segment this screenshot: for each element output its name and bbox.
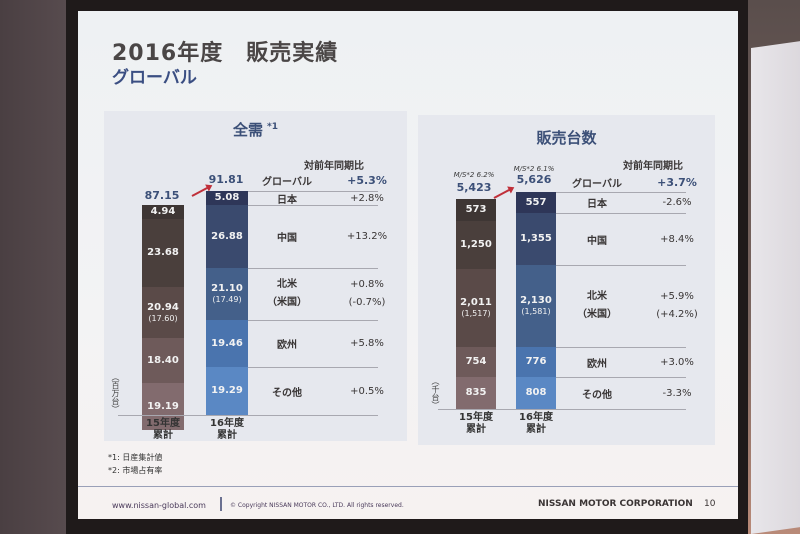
yoy-column-header: 対前年同期比 xyxy=(623,161,683,172)
row-divider xyxy=(556,347,686,348)
region-row-other: その他 +0.5% xyxy=(272,385,384,399)
unit-label: （百万台） xyxy=(111,373,120,413)
footer-url-link: www.nissan-global.com xyxy=(112,501,206,510)
bar-segment-other: 19.19 xyxy=(142,383,184,430)
region-row-europe: 欧州 +3.0% xyxy=(587,356,694,370)
footnote-2: *2: 市場占有率 xyxy=(108,466,163,475)
fy15-market-share: M/S*2 6.2% xyxy=(453,171,495,179)
slide-subtitle: グローバル xyxy=(112,68,197,88)
fy16-axis-label: 16年度 累計 xyxy=(519,412,553,435)
bar-segment-europe: 754 xyxy=(456,347,496,377)
bar-segment-china: 23.68 xyxy=(142,219,184,287)
fy15-total: 87.15 xyxy=(144,189,180,202)
region-row-china: 中国 +8.4% xyxy=(587,233,694,247)
fy15-stacked-bar: 4.94 23.68 20.94 (17.60) 18.40 19.19 xyxy=(142,205,184,430)
bar-segment-north-america: 20.94 (17.60) xyxy=(142,287,184,338)
row-divider xyxy=(248,205,378,206)
footer-corporation: NISSAN MOTOR CORPORATION xyxy=(538,499,693,509)
fy15-stacked-bar: 573 1,250 2,011 (1,517) 754 835 xyxy=(456,199,496,409)
region-row-japan: 日本 +2.8% xyxy=(277,192,384,206)
footer-divider xyxy=(78,486,738,487)
bar-segment-china: 1,250 xyxy=(456,221,496,269)
row-divider xyxy=(556,213,686,214)
row-divider xyxy=(556,192,686,193)
slide-title: 2016年度 販売実績 xyxy=(112,41,339,66)
fy16-stacked-bar: 557 1,355 2,130 (1,581) 776 808 xyxy=(516,192,556,409)
fy16-market-share: M/S*2 6.1% xyxy=(513,165,555,173)
fy16-total: 91.81 xyxy=(208,173,244,186)
region-row-china: 中国 +13.2% xyxy=(277,231,388,244)
row-divider xyxy=(556,377,686,378)
fy16-stacked-bar: 5.08 26.88 21.10 (17.49) 19.46 19.29 xyxy=(206,191,248,415)
bar-segment-japan: 573 xyxy=(456,199,496,221)
bar-segment-japan: 5.08 xyxy=(206,191,248,205)
bar-segment-china: 1,355 xyxy=(516,213,556,265)
presentation-slide: 2016年度 販売実績 グローバル 全需 *1 対前年同期比 87.15 91.8… xyxy=(78,11,738,519)
bar-segment-japan: 557 xyxy=(516,192,556,213)
row-divider xyxy=(556,265,686,266)
region-row-europe: 欧州 +5.8% xyxy=(277,338,384,351)
footer-separator xyxy=(220,497,222,511)
region-row-north-america: 北米 （米国） +0.8% (-0.7%) xyxy=(267,279,386,308)
fy16-axis-label: 16年度 累計 xyxy=(210,418,244,441)
bar-segment-europe: 19.46 xyxy=(206,320,248,367)
bar-segment-north-america: 2,011 (1,517) xyxy=(456,269,496,347)
row-divider xyxy=(248,320,378,321)
fy16-total: 5,626 xyxy=(516,173,552,186)
global-row: グローバル +3.7% xyxy=(572,175,697,190)
baseline xyxy=(118,415,378,416)
panel-title: 販売台数 xyxy=(536,129,597,147)
baseline xyxy=(438,409,686,410)
region-row-other: その他 -3.3% xyxy=(582,387,692,401)
sales-volume-panel: 販売台数 対前年同期比 M/S*2 6.2% M/S*2 6.1% 5,423 … xyxy=(418,115,715,445)
bar-segment-china: 26.88 xyxy=(206,205,248,268)
fy15-total: 5,423 xyxy=(456,181,492,194)
fy15-axis-label: 15年度 累計 xyxy=(146,418,180,441)
total-demand-panel: 全需 *1 対前年同期比 87.15 91.81 グローバル +5.3% 4.94… xyxy=(104,111,407,441)
row-divider xyxy=(248,367,378,368)
bar-segment-other: 808 xyxy=(516,377,556,409)
footnote-1: *1: 日産集計値 xyxy=(108,453,163,462)
row-divider xyxy=(248,268,378,269)
background-pillar xyxy=(751,40,800,534)
bar-segment-japan: 4.94 xyxy=(142,205,184,219)
row-divider xyxy=(248,191,378,192)
fy15-axis-label: 15年度 累計 xyxy=(459,412,493,435)
panel-title: 全需 *1 xyxy=(233,121,278,139)
region-row-north-america: 北米 （米国） +5.9% (+4.2%) xyxy=(577,291,698,320)
bar-segment-other: 19.29 xyxy=(206,367,248,415)
bar-segment-north-america: 21.10 (17.49) xyxy=(206,268,248,320)
bar-segment-europe: 776 xyxy=(516,347,556,377)
region-row-japan: 日本 -2.6% xyxy=(587,197,692,210)
background-wall-left xyxy=(0,0,66,534)
yoy-column-header: 対前年同期比 xyxy=(304,161,364,172)
footer-copyright: © Copyright NISSAN MOTOR CO., LTD. All r… xyxy=(230,502,404,509)
global-row: グローバル +5.3% xyxy=(262,173,387,188)
bar-segment-north-america: 2,130 (1,581) xyxy=(516,265,556,347)
bar-segment-other: 835 xyxy=(456,377,496,409)
page-number: 10 xyxy=(704,499,716,509)
unit-label: （千台） xyxy=(431,377,440,409)
bar-segment-europe: 18.40 xyxy=(142,338,184,383)
